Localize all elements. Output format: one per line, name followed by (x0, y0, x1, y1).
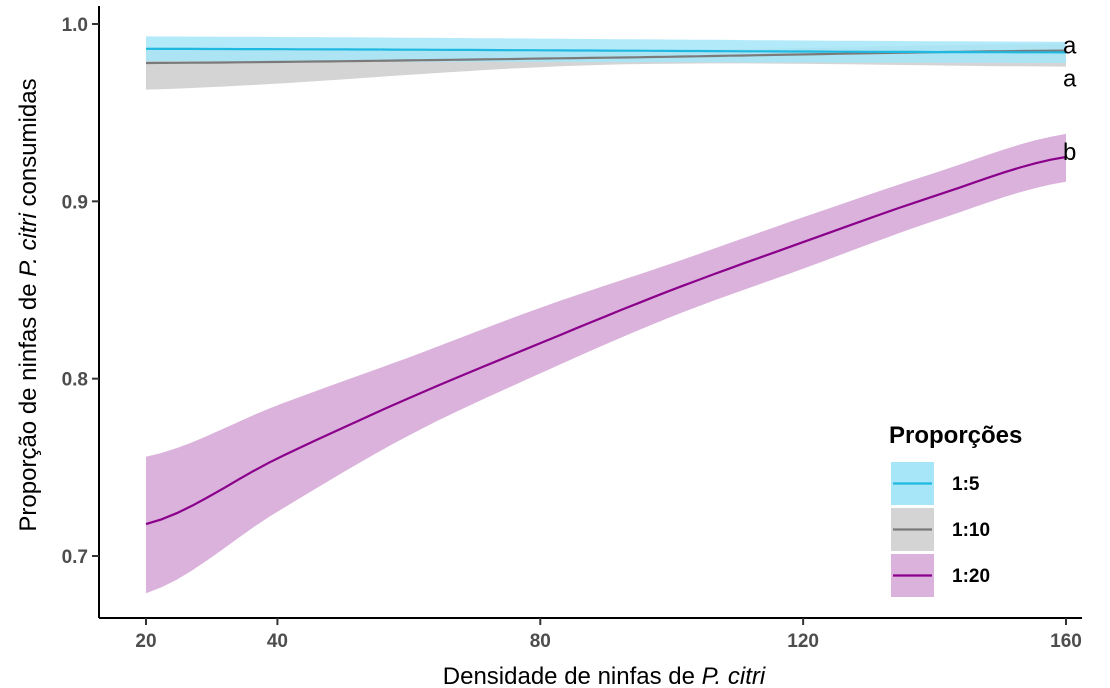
significance-letter: a (1063, 66, 1077, 93)
confidence-band-1-20 (146, 133, 1066, 594)
legend: Proporções 1:5 1:10 1:20 (889, 422, 1022, 597)
legend-label: 1:20 (952, 566, 990, 587)
axes: 20 40 80 120 160 0.7 0.8 0.9 1.0 (62, 6, 1082, 652)
series-line-1-5 (145, 47, 1067, 54)
significance-letter: b (1063, 139, 1076, 166)
significance-letters: aa b (1063, 32, 1077, 166)
y-axis-title: Proporção de ninfas de P. citri consumid… (15, 78, 42, 531)
legend-label: 1:5 (952, 474, 980, 495)
significance-letter: a (1063, 32, 1077, 59)
x-tick-label: 120 (787, 631, 819, 652)
y-tick-label: 1.0 (62, 15, 88, 36)
series-lines (145, 47, 1067, 526)
legend-item-1-10: 1:10 (891, 508, 990, 551)
x-tick-label: 20 (135, 631, 156, 652)
y-tick-label: 0.9 (62, 192, 88, 213)
x-axis-title: Densidade de ninfas de P. citri (443, 663, 766, 688)
legend-item-1-20: 1:20 (891, 554, 990, 597)
legend-title: Proporções (889, 422, 1022, 449)
y-tick-label: 0.7 (62, 547, 88, 568)
x-tick-label: 80 (530, 631, 551, 652)
series-line-1-20 (145, 155, 1067, 526)
legend-label: 1:10 (952, 520, 990, 541)
x-tick-label: 160 (1050, 631, 1082, 652)
x-tick-label: 40 (267, 631, 288, 652)
legend-item-1-5: 1:5 (891, 462, 980, 505)
y-tick-label: 0.8 (62, 370, 88, 391)
